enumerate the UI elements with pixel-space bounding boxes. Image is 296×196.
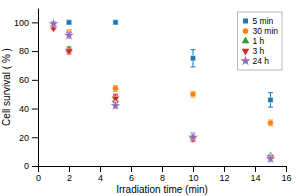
x-tick-mark <box>286 166 287 172</box>
point <box>190 91 196 97</box>
x-axis: 0 2 4 6 8 10 12 14 16 <box>36 166 292 183</box>
y-tick: 20 <box>19 133 38 143</box>
x-tick: 14 <box>250 166 260 183</box>
point <box>65 49 73 56</box>
legend-symbol <box>242 49 250 56</box>
y-axis-line <box>38 9 39 167</box>
plot: 0 2 4 6 8 10 12 14 16 0 20 40 60 80 100 5 min30 min1 h3… <box>14 9 292 184</box>
x-tick-mark <box>193 166 194 172</box>
x-tick: 2 <box>67 166 72 183</box>
point <box>113 20 118 25</box>
y-tick-mark <box>32 80 38 81</box>
y-tick: 100 <box>14 18 38 28</box>
x-tick-mark <box>162 166 163 172</box>
legend-symbol <box>240 56 250 66</box>
point <box>268 120 274 126</box>
x-tick-label: 4 <box>98 173 103 183</box>
y-tick-label: 60 <box>19 75 29 85</box>
x-axis-title: Irradiation time (min) <box>116 184 208 195</box>
x-tick-label: 12 <box>219 173 229 183</box>
x-tick-mark <box>69 166 70 172</box>
point <box>48 18 59 28</box>
y-tick-mark <box>32 166 38 167</box>
error-bar-cap <box>268 92 273 93</box>
x-tick: 0 <box>36 166 41 183</box>
x-tick-mark <box>224 166 225 172</box>
x-tick-label: 10 <box>188 173 198 183</box>
x-tick-label: 16 <box>281 173 291 183</box>
x-tick-label: 0 <box>36 173 41 183</box>
x-tick-mark <box>131 166 132 172</box>
legend-label: 30 min <box>252 26 278 36</box>
point <box>113 85 119 91</box>
error-bar-cap <box>113 94 118 95</box>
x-tick: 4 <box>98 166 103 183</box>
point <box>66 20 71 25</box>
x-tick: 8 <box>160 166 165 183</box>
legend-label: 24 h <box>252 56 269 66</box>
error-bar <box>268 93 273 107</box>
y-tick: 0 <box>24 161 38 171</box>
legend-box <box>237 12 282 70</box>
legend-symbol <box>243 18 248 23</box>
point <box>188 132 199 142</box>
error-bar <box>268 120 273 126</box>
error-bar <box>191 50 196 67</box>
legend-symbol <box>243 28 249 34</box>
error-bar-cap <box>191 66 196 67</box>
error-bar-cap <box>191 49 196 50</box>
error-bar <box>113 86 118 92</box>
x-tick: 6 <box>129 166 134 183</box>
x-tick-mark <box>38 166 39 172</box>
point <box>110 100 121 110</box>
x-tick: 16 <box>281 166 291 183</box>
x-tick-label: 6 <box>129 173 134 183</box>
x-tick: 12 <box>219 166 229 183</box>
chart: 0 2 4 6 8 10 12 14 16 0 20 40 60 80 100 5 min30 min1 h3… <box>0 0 296 196</box>
legend-label: 5 min <box>252 16 273 26</box>
x-tick-label: 8 <box>160 173 165 183</box>
legend-symbol <box>242 37 250 44</box>
point <box>268 97 273 102</box>
error-bar-cap <box>268 107 273 108</box>
x-tick-label: 14 <box>250 173 260 183</box>
y-tick: 40 <box>19 104 38 114</box>
y-axis-title: Cell survival ( % ) <box>1 48 12 126</box>
error-bar <box>191 91 196 97</box>
point <box>265 153 276 163</box>
x-tick-label: 2 <box>67 173 72 183</box>
y-tick-mark <box>32 137 38 138</box>
point <box>64 30 75 40</box>
legend-label: 1 h <box>252 36 264 46</box>
x-tick-mark <box>100 166 101 172</box>
y-tick: 80 <box>19 46 38 56</box>
legend: 5 min30 min1 h3 h24 h <box>237 12 282 70</box>
x-tick: 10 <box>188 166 198 183</box>
x-tick-mark <box>255 166 256 172</box>
y-tick-mark <box>32 22 38 23</box>
y-axis: 0 20 40 60 80 100 <box>14 9 39 172</box>
point <box>190 56 195 61</box>
y-tick-label: 40 <box>19 104 29 114</box>
y-tick-mark <box>32 51 38 52</box>
y-tick: 60 <box>19 75 38 85</box>
y-tick-mark <box>32 109 38 110</box>
legend-label: 3 h <box>252 46 264 56</box>
y-tick-label: 0 <box>24 161 29 171</box>
y-tick-label: 100 <box>14 18 29 28</box>
y-tick-label: 20 <box>19 133 29 143</box>
y-tick-label: 80 <box>19 46 29 56</box>
